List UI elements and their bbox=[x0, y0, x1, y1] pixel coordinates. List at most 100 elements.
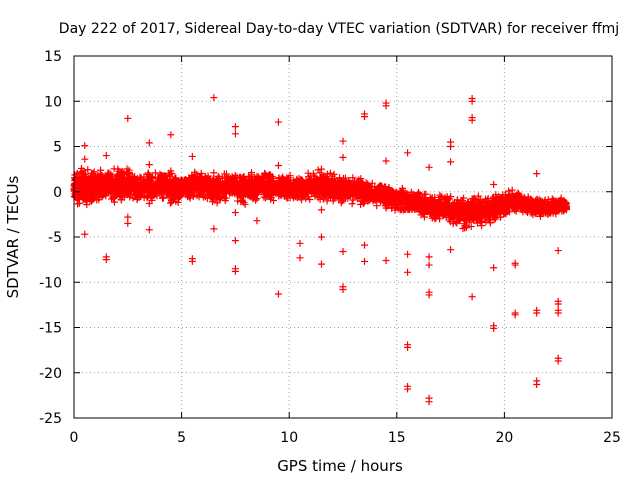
data-point bbox=[420, 190, 428, 198]
data-point bbox=[431, 206, 439, 214]
data-point bbox=[165, 172, 173, 180]
data-point bbox=[511, 261, 519, 269]
data-point bbox=[490, 181, 498, 189]
data-point bbox=[447, 246, 455, 254]
data-point bbox=[407, 188, 415, 196]
chart-title: Day 222 of 2017, Sidereal Day-to-day VTE… bbox=[59, 21, 619, 37]
data-point bbox=[197, 172, 205, 180]
data-point bbox=[511, 311, 519, 319]
data-point bbox=[108, 195, 116, 203]
data-point bbox=[396, 190, 404, 198]
y-tick-label: -10 bbox=[39, 275, 62, 291]
data-point bbox=[326, 185, 334, 193]
data-point bbox=[437, 207, 445, 215]
data-point bbox=[189, 185, 197, 193]
data-point bbox=[123, 191, 131, 199]
data-point bbox=[92, 190, 100, 198]
data-point bbox=[490, 264, 498, 272]
data-point bbox=[386, 193, 394, 201]
y-tick-label: 15 bbox=[44, 49, 62, 65]
data-point bbox=[447, 143, 455, 150]
y-tick-label: -25 bbox=[39, 411, 62, 427]
data-point bbox=[75, 189, 83, 197]
data-point bbox=[222, 170, 230, 178]
data-point bbox=[124, 114, 132, 122]
data-point bbox=[161, 172, 169, 180]
data-point bbox=[328, 192, 336, 200]
data-point bbox=[274, 118, 282, 126]
data-point bbox=[140, 194, 148, 202]
data-point bbox=[377, 182, 385, 190]
data-point bbox=[311, 179, 319, 187]
data-point bbox=[447, 193, 455, 201]
data-point bbox=[204, 191, 212, 199]
data-point bbox=[229, 182, 237, 190]
data-point bbox=[279, 173, 287, 181]
data-point bbox=[240, 198, 248, 206]
data-point bbox=[172, 197, 180, 205]
data-point bbox=[533, 381, 541, 389]
data-point bbox=[145, 191, 153, 199]
data-point bbox=[362, 179, 370, 187]
data-point bbox=[93, 185, 101, 193]
data-point bbox=[144, 170, 152, 178]
data-point bbox=[77, 164, 85, 172]
data-point bbox=[145, 176, 153, 184]
data-point bbox=[437, 192, 445, 200]
y-tick-label: 5 bbox=[53, 140, 62, 156]
data-point bbox=[210, 169, 218, 177]
data-point bbox=[430, 209, 438, 217]
data-point bbox=[425, 261, 433, 269]
data-point bbox=[415, 189, 423, 197]
data-point bbox=[447, 204, 455, 212]
data-point bbox=[126, 181, 134, 189]
x-tick-label: 20 bbox=[495, 430, 513, 446]
data-point bbox=[107, 187, 115, 195]
data-point bbox=[445, 209, 453, 217]
data-point bbox=[430, 197, 438, 205]
data-point bbox=[394, 205, 402, 213]
data-point bbox=[300, 191, 308, 199]
data-point bbox=[201, 173, 209, 181]
data-point bbox=[163, 181, 171, 189]
data-point bbox=[342, 178, 350, 186]
data-point bbox=[215, 181, 223, 189]
data-point bbox=[317, 206, 325, 214]
y-tick-label: -15 bbox=[39, 321, 62, 337]
data-point bbox=[247, 171, 255, 179]
data-point bbox=[179, 187, 187, 195]
data-point bbox=[346, 179, 354, 187]
data-point bbox=[107, 170, 115, 178]
data-point bbox=[270, 197, 278, 205]
data-point bbox=[81, 142, 89, 150]
data-point bbox=[167, 131, 175, 139]
data-point bbox=[296, 239, 304, 247]
data-point bbox=[197, 191, 205, 199]
data-point bbox=[266, 176, 274, 184]
data-point bbox=[74, 200, 82, 208]
data-point bbox=[102, 152, 110, 160]
data-point bbox=[81, 155, 89, 163]
data-point bbox=[154, 173, 162, 181]
data-point bbox=[132, 179, 140, 187]
data-point bbox=[274, 290, 282, 298]
data-point bbox=[152, 188, 160, 196]
data-point bbox=[425, 163, 433, 171]
data-point bbox=[186, 175, 194, 183]
data-point bbox=[309, 170, 317, 178]
data-point bbox=[87, 197, 95, 205]
data-point bbox=[225, 178, 233, 186]
data-point bbox=[351, 182, 359, 190]
data-point bbox=[419, 200, 427, 208]
y-tick-label: 0 bbox=[53, 185, 62, 201]
data-point bbox=[349, 196, 357, 204]
data-point bbox=[267, 191, 275, 199]
data-point bbox=[240, 181, 248, 189]
data-point bbox=[360, 191, 368, 199]
data-point bbox=[361, 241, 369, 249]
data-point bbox=[210, 225, 218, 233]
data-point bbox=[328, 172, 336, 180]
data-point bbox=[420, 213, 428, 221]
data-point bbox=[188, 152, 196, 160]
data-point bbox=[206, 175, 214, 183]
